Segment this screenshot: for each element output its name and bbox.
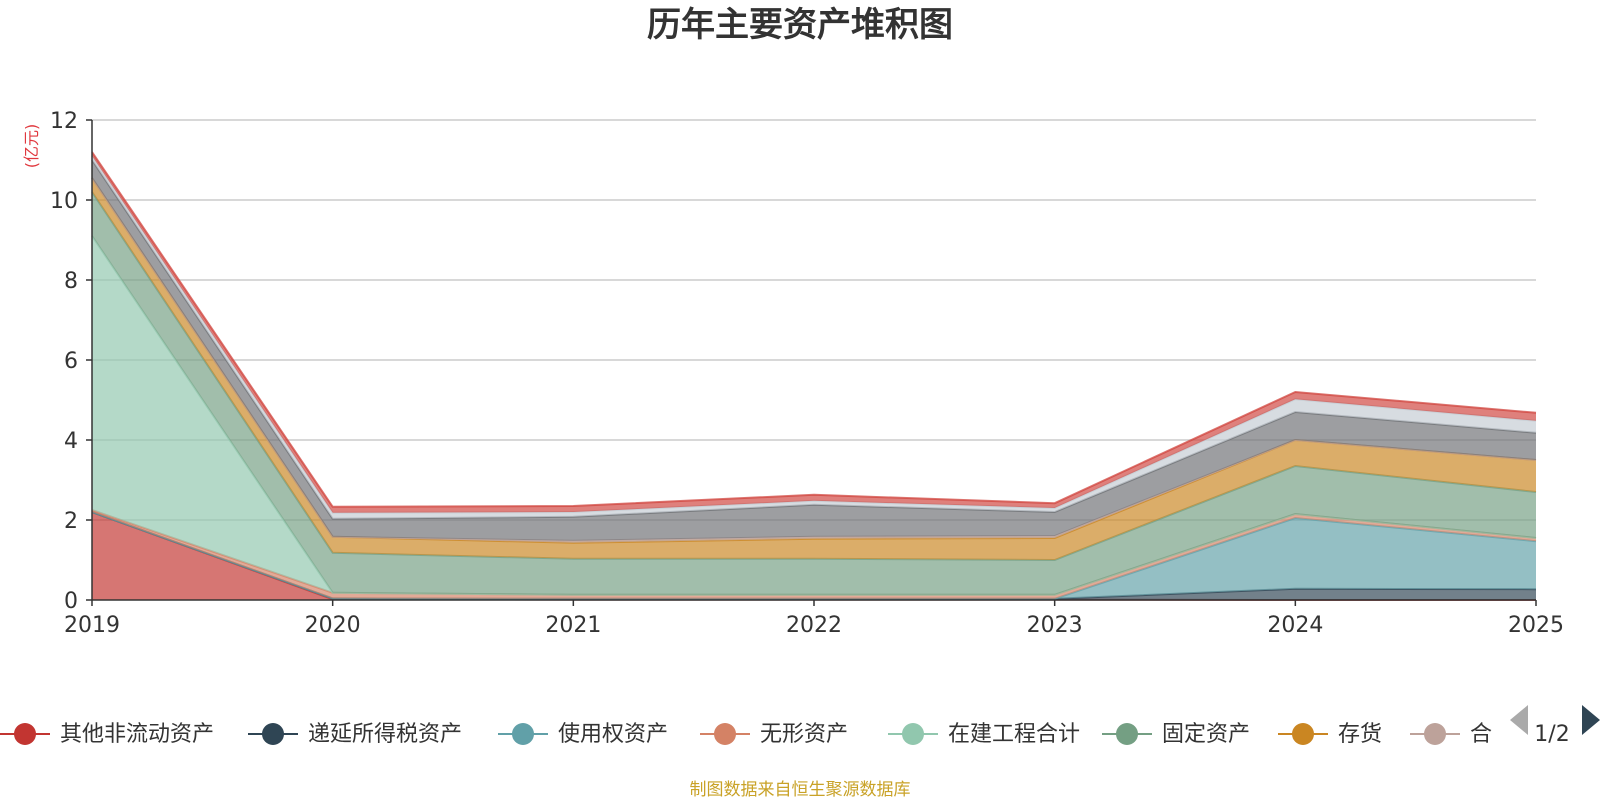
legend-prev-arrow-icon[interactable] bbox=[1510, 705, 1528, 735]
area-4 bbox=[92, 236, 1536, 595]
area-0 bbox=[92, 512, 1536, 600]
legend-item-5[interactable]: 固定资产 bbox=[1102, 722, 1250, 747]
legend-page-indicator: 1/2 bbox=[1534, 722, 1569, 747]
legend-label-7: 合 bbox=[1470, 722, 1492, 747]
x-tick-label-2023: 2023 bbox=[1027, 613, 1083, 638]
area-1 bbox=[92, 512, 1536, 600]
legend-marker-icon bbox=[1424, 723, 1446, 745]
legend-marker-icon bbox=[902, 723, 924, 745]
x-tick-label-2019: 2019 bbox=[64, 613, 120, 638]
x-tick-label-2021: 2021 bbox=[545, 613, 601, 638]
legend-marker-icon bbox=[1292, 723, 1314, 745]
x-tick-label-2025: 2025 bbox=[1508, 613, 1564, 638]
legend-item-1[interactable]: 递延所得税资产 bbox=[248, 722, 462, 747]
legend-item-3[interactable]: 无形资产 bbox=[700, 722, 848, 747]
legend-pager: 1/2 bbox=[1510, 705, 1600, 747]
legend-item-6[interactable]: 存货 bbox=[1278, 722, 1382, 747]
legend-marker-icon bbox=[262, 723, 284, 745]
legend-label-5: 固定资产 bbox=[1162, 722, 1250, 747]
area-line-10 bbox=[91, 151, 1537, 508]
area-series bbox=[91, 151, 1537, 601]
legend-marker-icon bbox=[714, 723, 736, 745]
legend-marker-icon bbox=[512, 723, 534, 745]
legend-label-1: 递延所得税资产 bbox=[308, 722, 462, 747]
data-source-note: 制图数据来自恒生聚源数据库 bbox=[690, 780, 911, 800]
legend-next-arrow-icon[interactable] bbox=[1582, 705, 1600, 735]
legend-label-0: 其他非流动资产 bbox=[60, 722, 214, 747]
legend-item-2[interactable]: 使用权资产 bbox=[498, 722, 668, 747]
y-axis-label: (亿元) bbox=[22, 124, 41, 169]
y-tick-label-6: 6 bbox=[64, 349, 78, 374]
y-tick-label-4: 4 bbox=[64, 429, 78, 454]
legend-label-6: 存货 bbox=[1338, 722, 1382, 747]
x-tick-label-2024: 2024 bbox=[1267, 613, 1323, 638]
legend-label-3: 无形资产 bbox=[760, 722, 848, 747]
legend: 其他非流动资产 递延所得税资产 使用权资产 无形资产 在建工程合计 固定资产 存货 合 bbox=[0, 722, 1492, 747]
legend-item-0[interactable]: 其他非流动资产 bbox=[0, 722, 214, 747]
y-tick-label-2: 2 bbox=[64, 509, 78, 534]
y-tick-label-10: 10 bbox=[50, 189, 78, 214]
legend-marker-icon bbox=[14, 723, 36, 745]
y-tick-label-0: 0 bbox=[64, 589, 78, 614]
chart-title: 历年主要资产堆积图 bbox=[647, 5, 953, 45]
y-tick-label-8: 8 bbox=[64, 269, 78, 294]
area-2 bbox=[92, 512, 1536, 599]
x-tick-label-2022: 2022 bbox=[786, 613, 842, 638]
legend-label-4: 在建工程合计 bbox=[948, 722, 1080, 747]
y-tick-label-12: 12 bbox=[50, 109, 78, 134]
legend-item-4[interactable]: 在建工程合计 bbox=[888, 722, 1080, 747]
legend-label-2: 使用权资产 bbox=[558, 722, 668, 747]
x-tick-label-2020: 2020 bbox=[305, 613, 361, 638]
legend-item-7[interactable]: 合 bbox=[1410, 722, 1492, 747]
axes: 0 2 4 6 8 10 12 2019 2020 2021 2022 2023 2024 2025 bbox=[50, 109, 1564, 638]
legend-marker-icon bbox=[1116, 723, 1138, 745]
